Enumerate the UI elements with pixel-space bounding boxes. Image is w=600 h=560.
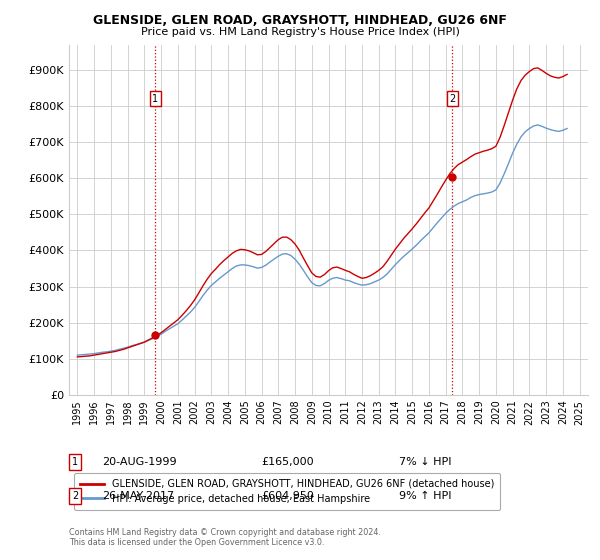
Text: Contains HM Land Registry data © Crown copyright and database right 2024.
This d: Contains HM Land Registry data © Crown c… bbox=[69, 528, 381, 547]
Text: Price paid vs. HM Land Registry's House Price Index (HPI): Price paid vs. HM Land Registry's House … bbox=[140, 27, 460, 37]
Text: 1: 1 bbox=[72, 457, 78, 467]
Text: 9% ↑ HPI: 9% ↑ HPI bbox=[399, 491, 452, 501]
Legend: GLENSIDE, GLEN ROAD, GRAYSHOTT, HINDHEAD, GU26 6NF (detached house), HPI: Averag: GLENSIDE, GLEN ROAD, GRAYSHOTT, HINDHEAD… bbox=[74, 473, 500, 510]
Text: 20-AUG-1999: 20-AUG-1999 bbox=[102, 457, 176, 467]
Text: 2: 2 bbox=[72, 491, 78, 501]
Text: £165,000: £165,000 bbox=[261, 457, 314, 467]
Text: GLENSIDE, GLEN ROAD, GRAYSHOTT, HINDHEAD, GU26 6NF: GLENSIDE, GLEN ROAD, GRAYSHOTT, HINDHEAD… bbox=[93, 14, 507, 27]
Text: 2: 2 bbox=[449, 94, 455, 104]
Text: 1: 1 bbox=[152, 94, 158, 104]
Text: 7% ↓ HPI: 7% ↓ HPI bbox=[399, 457, 452, 467]
Text: £604,950: £604,950 bbox=[261, 491, 314, 501]
Text: 26-MAY-2017: 26-MAY-2017 bbox=[102, 491, 174, 501]
